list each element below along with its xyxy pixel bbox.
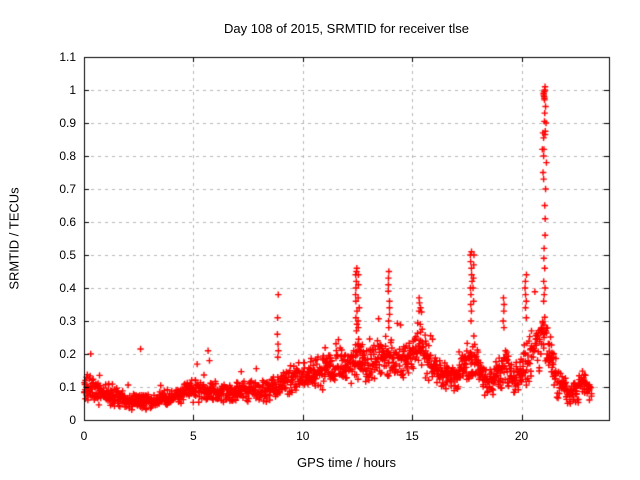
y-tick-label: 1 xyxy=(69,83,76,97)
y-tick-label: 0.9 xyxy=(59,116,76,130)
y-tick-label: 0.7 xyxy=(59,182,76,196)
y-axis-label: SRMTID / TECUs xyxy=(6,187,22,290)
y-tick-label: 0.4 xyxy=(59,281,76,295)
y-tick-label: 0.8 xyxy=(59,149,76,163)
x-tick-label: 5 xyxy=(190,429,197,443)
x-tick-label: 15 xyxy=(405,429,419,443)
y-tick-label: 0.2 xyxy=(59,347,76,361)
y-tick-label: 0.3 xyxy=(59,314,76,328)
y-tick-label: 0 xyxy=(69,413,76,427)
y-tick-label: 0.1 xyxy=(59,380,76,394)
x-tick-label: 20 xyxy=(514,429,529,443)
y-tick-label: 0.5 xyxy=(59,248,76,262)
chart-title: Day 108 of 2015, SRMTID for receiver tls… xyxy=(224,21,469,36)
x-tick-label: 10 xyxy=(296,429,310,443)
x-tick-label: 0 xyxy=(80,429,88,443)
x-axis-label: GPS time / hours xyxy=(297,455,396,470)
y-tick-label: 0.6 xyxy=(59,215,76,229)
y-tick-label: 1.1 xyxy=(59,50,76,64)
